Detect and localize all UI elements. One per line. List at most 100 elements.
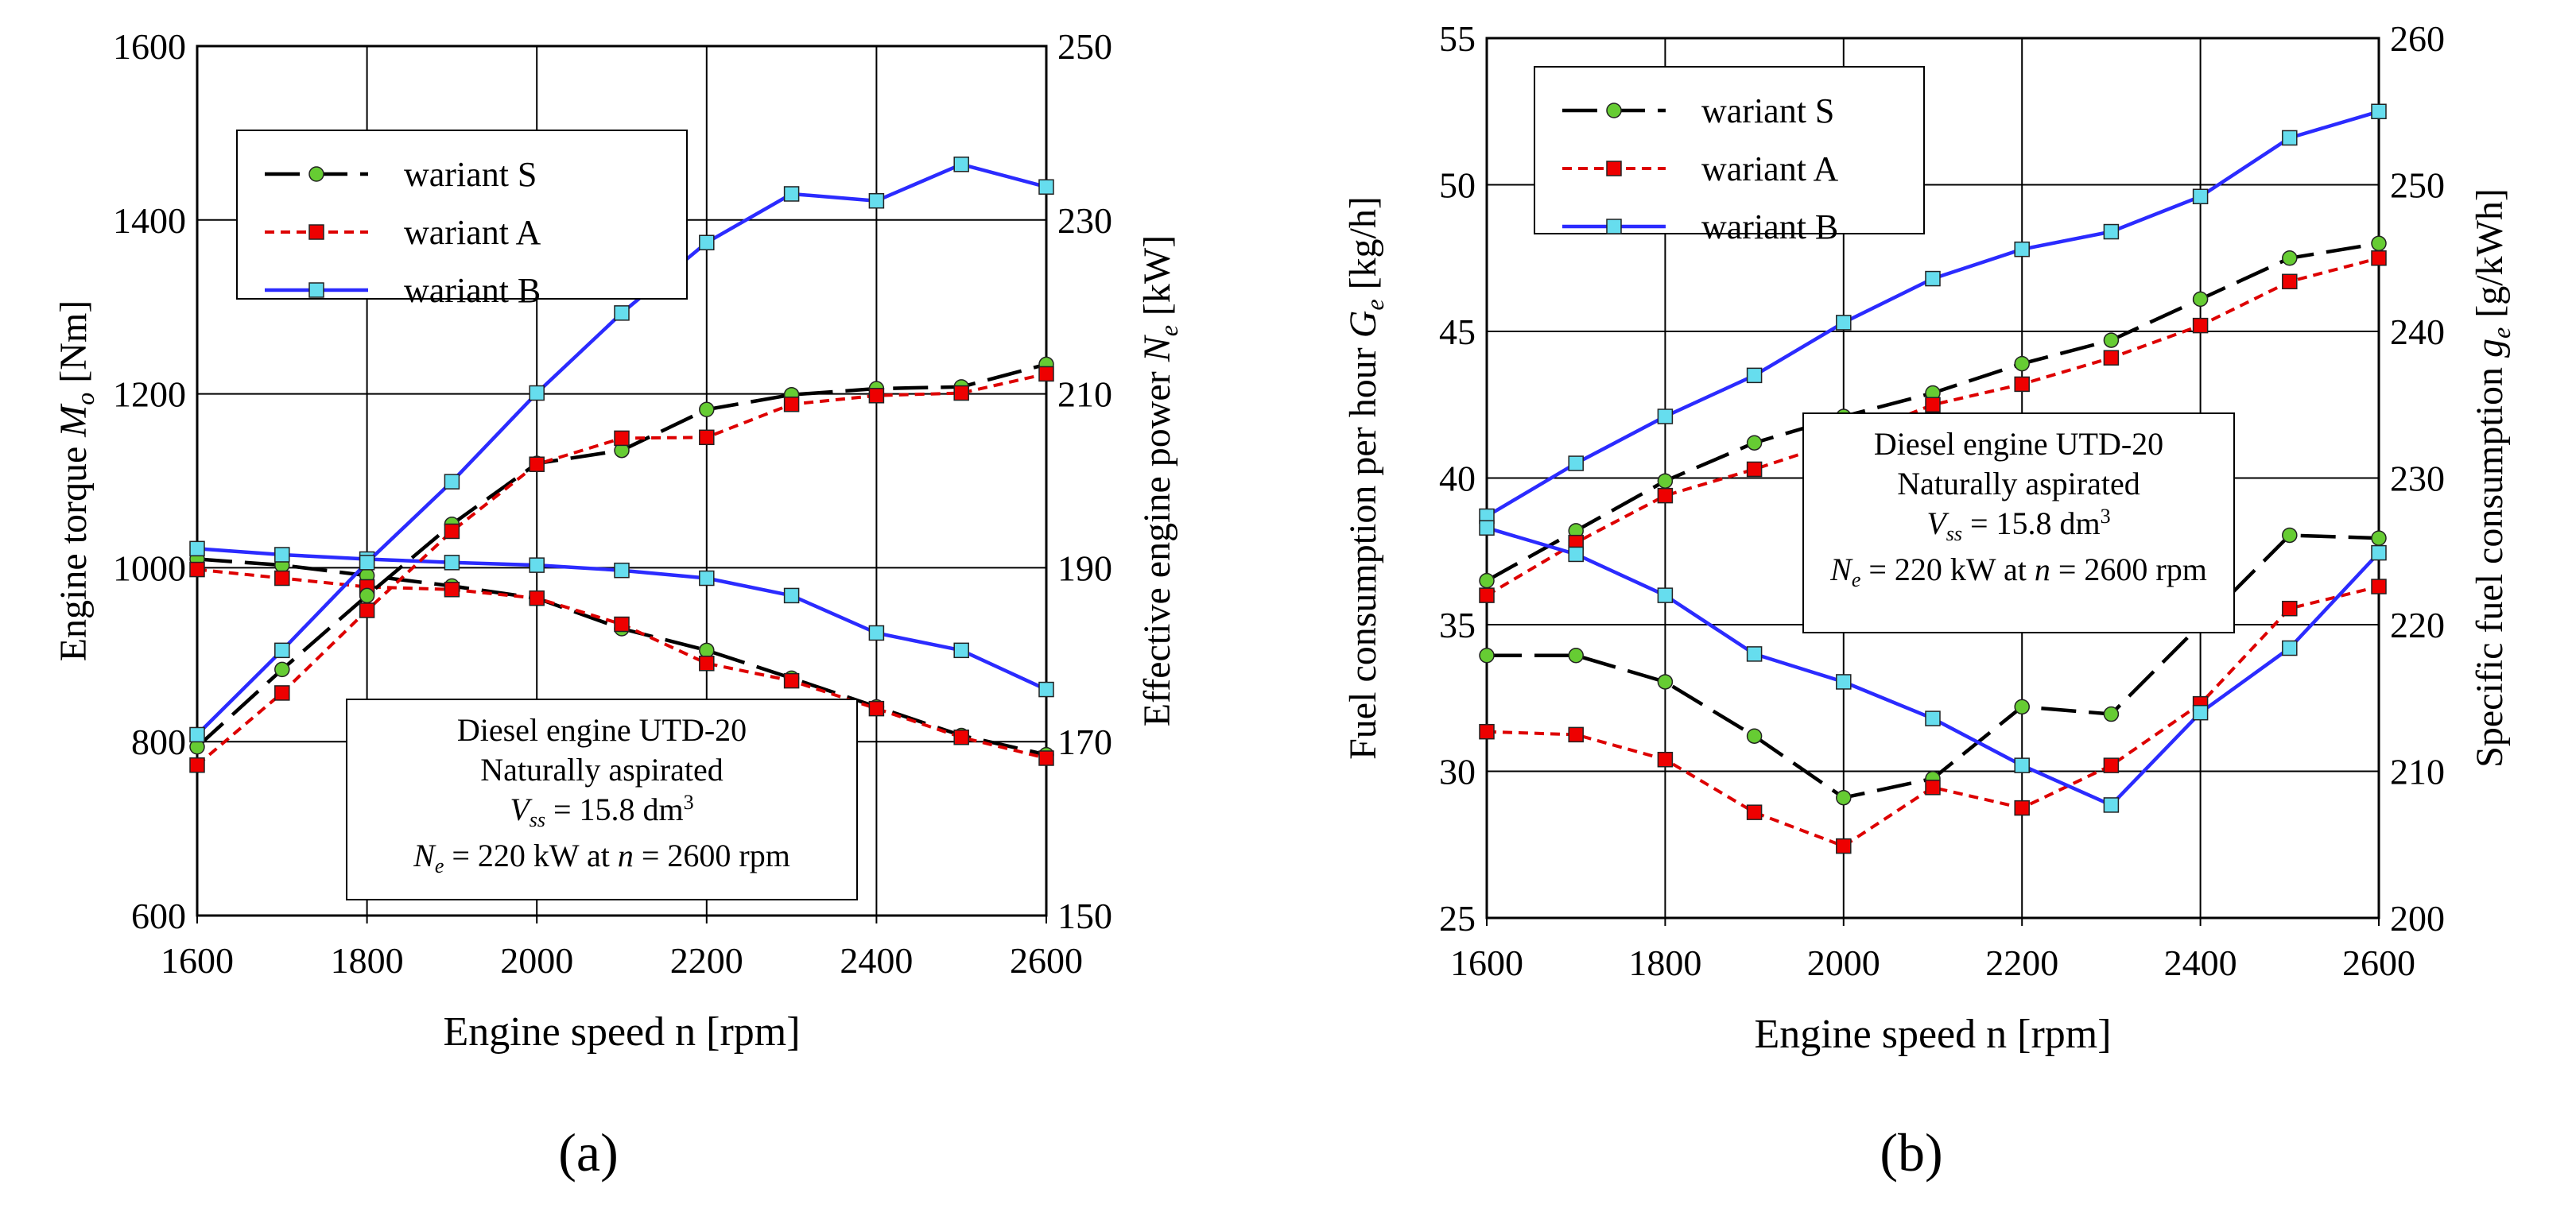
data-point: [1746, 435, 1763, 451]
data-point: [1746, 461, 1763, 478]
data-point: [1038, 681, 1054, 698]
series-line: [1486, 585, 2380, 848]
data-point: [1746, 728, 1763, 744]
data-point: [2282, 273, 2298, 290]
y-right-tick-label: 150: [1057, 896, 1112, 936]
plot-frame: [1485, 37, 2380, 920]
data-point: [2282, 250, 2298, 266]
x-tick-label: 2200: [670, 940, 743, 981]
x-tick-label: 2600: [2342, 943, 2415, 983]
data-point: [444, 523, 460, 540]
annotation-line: Naturally aspirated: [1897, 466, 2140, 501]
legend-box: [1534, 66, 1925, 234]
annotation-line: Ne = 220 kW at n = 2600 rpm: [1829, 552, 2207, 591]
data-point: [1746, 646, 1763, 662]
data-point: [2282, 130, 2298, 146]
legend-label: wariant S: [1701, 91, 1834, 130]
data-point: [1479, 572, 1495, 589]
x-tick-label: 2600: [1010, 940, 1083, 981]
plot-frame: [196, 45, 1048, 917]
series-A-specific-fuel: [1479, 579, 2387, 854]
panel-label-b: (b): [1880, 1122, 1942, 1183]
y-left-tick-label: 35: [1439, 605, 1476, 645]
data-point: [953, 729, 969, 745]
y-right-axis-label: Effective engine power Ne [kW]: [1136, 235, 1183, 726]
x-tick-label: 2400: [840, 940, 913, 981]
data-point: [2103, 223, 2120, 240]
data-point: [2371, 579, 2387, 594]
legend-label: wariant S: [404, 155, 537, 194]
data-point: [614, 305, 630, 321]
data-point: [1836, 838, 1852, 854]
x-tick-label: 1800: [331, 940, 404, 981]
y-left-tick-label: 600: [131, 896, 186, 936]
annotation-box: Diesel engine UTD-20 Naturally aspiratedV…: [346, 699, 858, 900]
y-right-tick-label: 250: [2390, 165, 2445, 206]
data-point: [359, 555, 375, 571]
data-point: [2192, 291, 2209, 308]
legend-label: wariant B: [1701, 207, 1838, 246]
x-tick-label: 2200: [1985, 943, 2058, 983]
y-right-axis-label: Specific fuel consumption ge [g/kWh]: [2469, 188, 2516, 768]
data-point: [1479, 647, 1495, 664]
annotation-line: Vss = 15.8 dm3: [510, 791, 693, 831]
data-point: [2282, 640, 2298, 656]
data-point: [614, 562, 630, 579]
data-point: [1479, 723, 1495, 740]
data-point: [1657, 487, 1674, 504]
data-point: [359, 587, 375, 604]
legend-label: wariant A: [1701, 149, 1839, 188]
y-left-tick-label: 1400: [113, 200, 186, 241]
data-point: [1925, 270, 1941, 287]
y-left-tick-label: 1200: [113, 374, 186, 415]
data-point: [783, 396, 800, 412]
y-left-tick-label: 1000: [113, 548, 186, 588]
y-left-tick-label: 25: [1439, 898, 1476, 939]
series-A-power: [189, 366, 1054, 773]
x-tick-label: 2000: [1807, 943, 1880, 983]
data-point: [783, 186, 800, 202]
data-point: [1479, 520, 1495, 536]
data-point: [1568, 546, 1584, 563]
data-point: [1836, 315, 1852, 331]
legend-marker: [1606, 161, 1622, 176]
data-point: [868, 388, 885, 404]
data-point: [953, 385, 969, 401]
annotation-line: Ne = 220 kW at n = 2600 rpm: [413, 838, 790, 877]
y-right-tick-label: 260: [2390, 18, 2445, 59]
data-point: [953, 157, 969, 172]
data-point: [1657, 473, 1674, 489]
data-point: [2371, 250, 2387, 266]
data-point: [1657, 408, 1674, 424]
data-point: [1925, 710, 1941, 726]
data-point: [1925, 397, 1941, 412]
data-point: [614, 616, 630, 633]
data-point: [783, 672, 800, 689]
legend-marker: [308, 224, 324, 240]
legend-marker: [1606, 219, 1622, 234]
y-right-tick-label: 230: [1057, 200, 1112, 241]
data-point: [699, 234, 715, 250]
data-point: [359, 602, 375, 618]
x-tick-label: 1600: [1450, 943, 1523, 983]
data-point: [2192, 317, 2209, 334]
y-right-tick-label: 220: [2390, 605, 2445, 645]
data-point: [868, 625, 885, 641]
data-point: [868, 700, 885, 717]
x-axis-label: Engine speed n [rpm]: [443, 1009, 800, 1055]
data-point: [2103, 706, 2120, 722]
y-left-tick-label: 40: [1439, 459, 1476, 499]
data-point: [274, 685, 290, 701]
data-point: [1925, 780, 1941, 796]
data-point: [2014, 241, 2030, 257]
legend: wariant S wariant A wariant B: [236, 130, 688, 310]
data-point: [189, 540, 205, 557]
data-point: [274, 570, 290, 587]
data-point: [2103, 757, 2120, 773]
annotation-frame: [1802, 412, 2235, 633]
annotation-line: Naturally aspirated: [480, 752, 723, 788]
data-point: [699, 655, 715, 672]
annotation-frame: [346, 699, 858, 900]
x-axis-label: Engine speed n [rpm]: [1754, 1012, 2111, 1057]
